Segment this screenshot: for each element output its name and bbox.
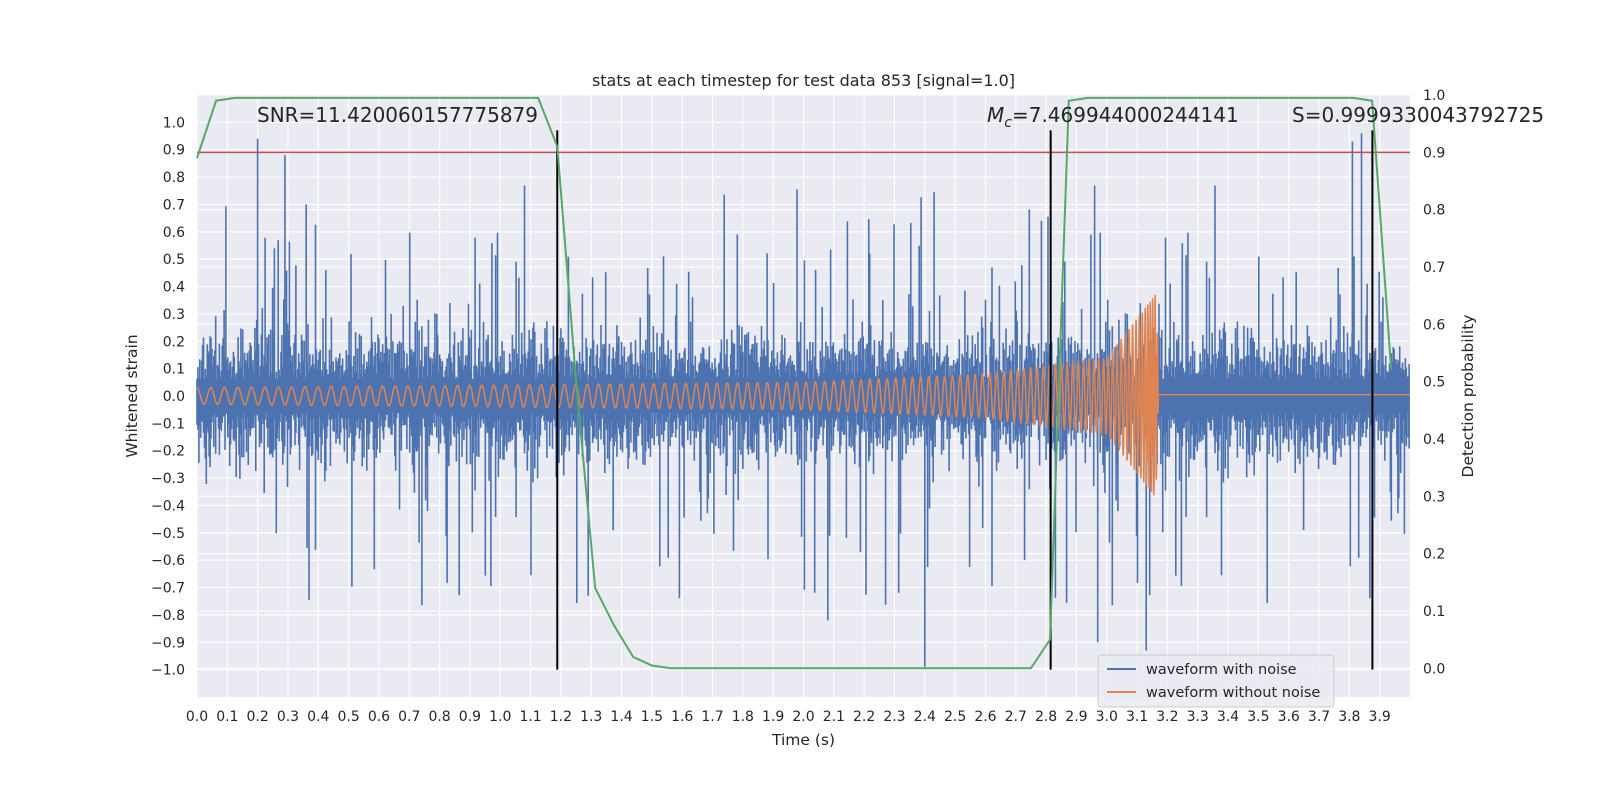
y-tick-label: 0.9: [163, 143, 185, 159]
clean-waveform-trace: [196, 294, 1410, 496]
y-tick-label: −0.8: [151, 608, 185, 624]
waveform-without-noise-series: [196, 294, 1410, 496]
x-tick-label: 3.6: [1278, 709, 1300, 725]
x-tick-label: 3.2: [1156, 709, 1178, 725]
x-tick-label: 3.7: [1308, 709, 1330, 725]
x-tick-label: 2.0: [792, 709, 814, 725]
x-tick-label: 1.6: [671, 709, 693, 725]
y2-tick-label: 0.0: [1423, 661, 1445, 677]
x-tick-label: 1.3: [580, 709, 602, 725]
x-tick-label: 3.4: [1217, 709, 1239, 725]
y-tick-label: −0.3: [151, 471, 185, 487]
legend-box: [1097, 654, 1335, 708]
detection-probability-line: [196, 96, 1393, 670]
y-tick-label: 0.6: [163, 225, 185, 241]
detection-probability-series: [196, 96, 1393, 670]
x-tick-label: 2.7: [1005, 709, 1027, 725]
x-tick-label: 2.6: [974, 709, 996, 725]
x-tick-label: 0.5: [337, 709, 359, 725]
x-tick-label: 2.8: [1035, 709, 1057, 725]
legend-label-noisy: waveform with noise: [1146, 662, 1297, 678]
x-tick-label: 2.9: [1065, 709, 1087, 725]
y-tick-label: 0.7: [163, 197, 185, 213]
x-tick-label: 1.0: [489, 709, 511, 725]
x-tick-label: 1.1: [519, 709, 541, 725]
x-tick-label: 1.9: [762, 709, 784, 725]
y2-tick-label: 0.7: [1423, 260, 1445, 276]
legend-label-clean: waveform without noise: [1146, 685, 1320, 701]
y2-tick-label: 0.3: [1423, 489, 1445, 505]
score-annotation: S=0.9999330043792725: [1292, 103, 1544, 127]
x-tick-label: 0.2: [247, 709, 269, 725]
y2-tick-label: 0.9: [1423, 145, 1445, 161]
x-tick-label: 1.5: [641, 709, 663, 725]
x-tick-label: 2.2: [853, 709, 875, 725]
y-tick-labels: 1.0 0.9 0.8 0.7 0.6 0.5 0.4 0.3 0.2 0.1 0.0 −0.1 −0.…: [151, 115, 185, 678]
y-axis-label: Whitened strain: [123, 334, 141, 457]
x-tick-label: 3.3: [1187, 709, 1209, 725]
snr-annotation: SNR=11.420060157775879: [257, 103, 538, 127]
vertical-marker-lines: [197, 130, 1410, 670]
y2-tick-label: 0.1: [1423, 604, 1445, 620]
x-tick-label: 0.0: [186, 709, 208, 725]
y-tick-label: 0.5: [163, 252, 185, 268]
x-tick-label: 0.8: [428, 709, 450, 725]
x-tick-label: 0.9: [459, 709, 481, 725]
y2-axis-label: Detection probability: [1459, 315, 1477, 478]
y-tick-label: −0.6: [151, 553, 185, 569]
x-tick-label: 3.0: [1096, 709, 1118, 725]
x-tick-label: 0.6: [368, 709, 390, 725]
y2-tick-label: 1.0: [1423, 88, 1445, 104]
x-tick-label: 2.3: [883, 709, 905, 725]
y-tick-label: −0.2: [151, 444, 185, 460]
y-tick-label: 1.0: [163, 115, 185, 131]
y-tick-label: −0.7: [151, 581, 185, 597]
y-tick-label: 0.3: [163, 307, 185, 323]
x-tick-label: 2.4: [914, 709, 936, 725]
y-tick-label: 0.8: [163, 170, 185, 186]
y2-tick-label: 0.5: [1423, 375, 1445, 391]
x-tick-label: 1.2: [550, 709, 572, 725]
x-tick-label: 0.3: [277, 709, 299, 725]
x-tick-label: 0.7: [398, 709, 420, 725]
x-tick-label: 2.1: [823, 709, 845, 725]
y-tick-label: −1.0: [151, 663, 185, 679]
y-tick-label: 0.0: [163, 389, 185, 405]
legend: waveform with noise waveform without noi…: [1097, 654, 1335, 708]
y2-tick-label: 0.6: [1423, 317, 1445, 333]
y-tick-label: 0.2: [163, 334, 185, 350]
y2-tick-labels: 1.0 0.9 0.8 0.7 0.6 0.5 0.4 0.3 0.2 0.1 0.0: [1423, 88, 1445, 677]
y-tick-label: −0.9: [151, 635, 185, 651]
y2-tick-label: 0.4: [1423, 432, 1445, 448]
y-tick-label: 0.1: [163, 362, 185, 378]
chirp-mass-annotation: Mc=7.469944000244141: [987, 103, 1239, 131]
x-tick-label: 0.1: [216, 709, 238, 725]
x-tick-label: 1.8: [732, 709, 754, 725]
x-tick-labels: 0.0 0.1 0.2 0.3 0.4 0.5 0.6 0.7 0.8 0.9 1.0 1.1 1.2 1…: [186, 709, 1391, 725]
x-axis-label: Time (s): [771, 731, 835, 749]
x-tick-label: 3.5: [1247, 709, 1269, 725]
x-tick-label: 2.5: [944, 709, 966, 725]
y-tick-label: −0.4: [151, 498, 185, 514]
x-tick-label: 3.9: [1369, 709, 1391, 725]
y2-tick-label: 0.2: [1423, 547, 1445, 563]
y-tick-label: −0.1: [151, 416, 185, 432]
x-tick-label: 3.8: [1338, 709, 1360, 725]
x-tick-label: 3.1: [1126, 709, 1148, 725]
chart-title: stats at each timestep for test data 853…: [592, 71, 1015, 90]
y2-tick-label: 0.8: [1423, 203, 1445, 219]
y-tick-label: −0.5: [151, 526, 185, 542]
y-tick-label: 0.4: [163, 280, 185, 296]
x-tick-label: 1.7: [701, 709, 723, 725]
x-tick-label: 0.4: [307, 709, 329, 725]
x-tick-label: 1.4: [610, 709, 632, 725]
